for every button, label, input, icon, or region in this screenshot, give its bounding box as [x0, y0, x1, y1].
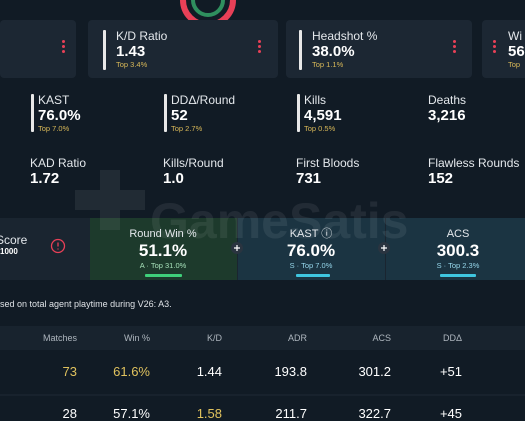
table-cell: 73 [62, 364, 77, 379]
table-cell: 1.44 [196, 364, 222, 379]
table-cell: +51 [439, 364, 462, 379]
stat-rank: Top 0.5% [304, 124, 336, 133]
metric-rank: A · Top 31.0% [139, 261, 187, 270]
column-header: Matches [42, 333, 77, 343]
watermark-logo [75, 170, 145, 230]
metric-bar [296, 274, 330, 277]
metric-bg [90, 218, 237, 280]
table-cell: 301.2 [358, 364, 391, 379]
stat-value: 152 [428, 170, 454, 187]
stat-bar [164, 94, 167, 132]
menu-button[interactable] [453, 40, 456, 55]
metric-bar [440, 274, 476, 277]
stat-label: Kills [304, 93, 327, 107]
card-value: 38.0% [312, 43, 355, 60]
table-cell: 1.58 [196, 406, 222, 421]
stat-bar [31, 94, 34, 132]
table-cell: +45 [439, 406, 462, 421]
column-header: K/D [206, 333, 222, 343]
stat-bar [299, 30, 302, 70]
stat-value: 1.0 [163, 170, 184, 187]
card-rank: Top [508, 60, 521, 69]
stat-label: Kills/Round [163, 156, 224, 170]
column-header: ACS [372, 333, 391, 343]
stat-value: 52 [171, 107, 188, 124]
card-value: 56 [508, 43, 525, 60]
metric-bar [145, 274, 182, 277]
table-cell: 211.7 [275, 406, 307, 421]
watermark: GameSatis [150, 193, 409, 249]
column-header: Win % [123, 333, 150, 343]
stat-value: 1.72 [30, 170, 60, 187]
card-label: K/D Ratio [116, 29, 168, 43]
card [0, 20, 76, 78]
metric-value: 76.0% [286, 241, 336, 260]
metric-value: 51.1% [138, 241, 188, 260]
menu-button[interactable] [258, 40, 261, 55]
score-label: Score [0, 233, 28, 247]
stat-label: DDΔ/Round [171, 93, 236, 107]
stat-bar [297, 94, 300, 132]
metric-rank: S · Top 2.3% [436, 261, 480, 270]
metric-label: KAST ⓘ [289, 228, 333, 240]
metric-rank: S · Top 7.0% [289, 261, 333, 270]
menu-button[interactable] [62, 40, 65, 55]
column-header: DDΔ [442, 333, 462, 343]
card-rank: Top 3.4% [116, 60, 148, 69]
table-cell: 57.1% [113, 406, 150, 421]
table-cell: 61.6% [113, 364, 150, 379]
stat-bar [103, 30, 106, 70]
metric-value: 300.3 [436, 241, 480, 260]
column-header: ADR [287, 333, 307, 343]
plus [381, 245, 387, 251]
metric-label: Round Win % [129, 228, 197, 240]
stat-value: 3,216 [428, 107, 466, 124]
score-value: 1000 [0, 247, 18, 256]
card-label: Headshot % [312, 29, 378, 43]
stat-label: First Bloods [296, 156, 360, 170]
table-header-bg [0, 326, 525, 350]
metric-bg [386, 218, 525, 280]
stat-rank: Top 2.7% [171, 124, 203, 133]
stat-label: KAD Ratio [30, 156, 87, 170]
metric-bg [238, 218, 385, 280]
card [88, 20, 278, 78]
stat-label: Flawless Rounds [428, 156, 520, 170]
card-value: 1.43 [116, 43, 146, 60]
stat-label: KAST [38, 93, 70, 107]
stat-label: Deaths [428, 93, 467, 107]
stat-value: 4,591 [304, 107, 342, 124]
table-cell: 322.7 [358, 406, 391, 421]
card-rank: Top 1.1% [312, 60, 344, 69]
card-label: Wi [508, 29, 522, 43]
info-icon[interactable] [50, 238, 66, 254]
menu-button[interactable] [493, 40, 496, 55]
table-cell: 193.8 [274, 364, 307, 379]
plus [234, 245, 240, 251]
metric-label: ACS [446, 228, 470, 240]
agent-ring-inner [191, 0, 225, 17]
stat-rank: Top 7.0% [38, 124, 70, 133]
note: sed on total agent playtime during V26: … [0, 299, 172, 309]
stat-value: 731 [296, 170, 322, 187]
card [286, 20, 472, 78]
stat-value: 76.0% [38, 107, 81, 124]
card [482, 20, 525, 78]
table-cell: 28 [62, 406, 77, 421]
